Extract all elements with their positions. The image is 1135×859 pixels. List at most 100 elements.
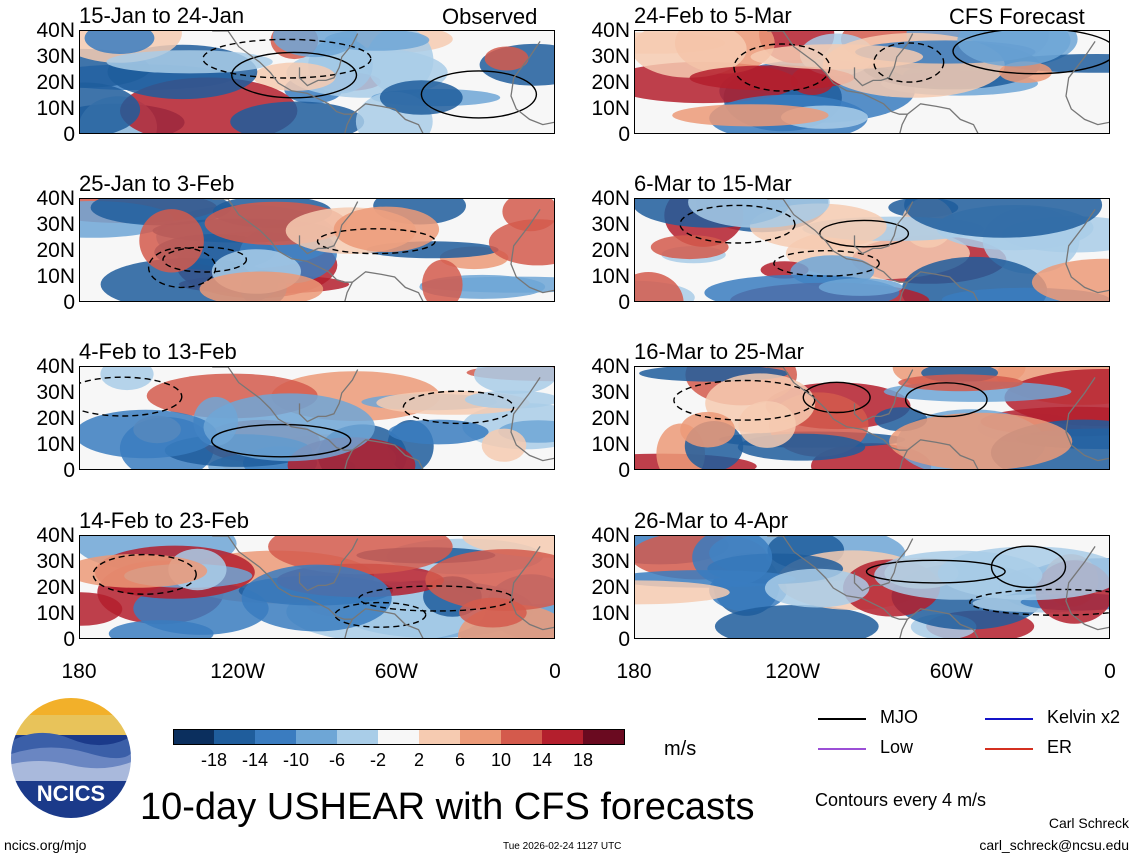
colorbar-label: 10 xyxy=(490,750,512,770)
y-tick-label: 20N xyxy=(36,239,75,262)
y-tick-label: 10N xyxy=(591,265,630,288)
legend-line xyxy=(818,718,866,720)
y-tick-label: 10N xyxy=(36,265,75,288)
colorbar-swatch xyxy=(296,729,338,745)
colorbar-swatch xyxy=(501,729,543,745)
y-tick-label: 40N xyxy=(591,355,630,378)
shading-field xyxy=(635,536,1109,638)
panel-date-range: 16-Mar to 25-Mar xyxy=(634,339,804,364)
colorbar-swatch xyxy=(460,729,502,745)
y-tick-label: 30N xyxy=(591,550,630,573)
colorbar-swatch xyxy=(173,729,215,745)
footer-timestamp: Tue 2026-02-24 1127 UTC xyxy=(503,841,622,852)
panel-date-range: 4-Feb to 13-Feb xyxy=(79,339,237,364)
y-tick-label: 0 xyxy=(63,123,75,146)
y-tick-label: 10N xyxy=(591,602,630,625)
map-panel xyxy=(79,30,555,134)
panel-date-range: 6-Mar to 15-Mar xyxy=(634,171,792,196)
colorbar-swatch xyxy=(419,729,461,745)
colorbar-label: -14 xyxy=(241,750,269,770)
y-tick-label: 20N xyxy=(591,239,630,262)
x-tick-label: 120W xyxy=(210,660,266,683)
y-tick-label: 30N xyxy=(36,213,75,236)
x-tick-label: 60W xyxy=(374,660,418,683)
y-tick-label: 40N xyxy=(36,355,75,378)
map-panel xyxy=(79,535,555,639)
y-tick-label: 0 xyxy=(618,459,630,482)
map-panel xyxy=(634,30,1110,134)
map-panel xyxy=(79,366,555,470)
x-tick-label: 180 xyxy=(616,660,652,683)
colorbar-label: -10 xyxy=(282,750,310,770)
legend-label: ER xyxy=(1047,737,1073,757)
y-tick-label: 20N xyxy=(36,407,75,430)
colorbar-label: 2 xyxy=(413,750,425,770)
y-tick-label: 0 xyxy=(63,459,75,482)
colorbar-swatch xyxy=(337,729,379,745)
y-tick-label: 0 xyxy=(63,628,75,651)
legend-label: Low xyxy=(880,737,914,757)
y-tick-label: 30N xyxy=(36,550,75,573)
x-tick-label: 60W xyxy=(929,660,973,683)
x-tick-label: 0 xyxy=(1104,660,1116,683)
y-tick-label: 40N xyxy=(591,19,630,42)
legend-label: MJO xyxy=(880,707,918,727)
panel-date-range: 15-Jan to 24-Jan xyxy=(79,3,245,28)
shading-field xyxy=(80,199,554,301)
y-tick-label: 30N xyxy=(591,213,630,236)
panel-date-range: 14-Feb to 23-Feb xyxy=(79,508,249,533)
colorbar-swatch xyxy=(583,729,625,745)
colorbar-label: -18 xyxy=(200,750,228,770)
colorbar-swatch xyxy=(542,729,584,745)
map-panel xyxy=(634,198,1110,302)
ncics-logo: NCICS xyxy=(8,695,134,821)
panel-date-range: 24-Feb to 5-Mar xyxy=(634,3,792,28)
shading-field xyxy=(80,536,554,638)
y-tick-label: 10N xyxy=(591,97,630,120)
y-tick-label: 30N xyxy=(591,45,630,68)
y-tick-label: 40N xyxy=(36,187,75,210)
x-tick-label: 120W xyxy=(765,660,821,683)
y-tick-label: 40N xyxy=(36,19,75,42)
legend-line xyxy=(985,718,1033,720)
y-tick-label: 40N xyxy=(591,524,630,547)
observed-label: Observed xyxy=(442,4,538,29)
x-tick-label: 0 xyxy=(549,660,561,683)
y-tick-label: 30N xyxy=(36,45,75,68)
map-panel xyxy=(634,366,1110,470)
colorbar-label: -2 xyxy=(369,750,387,770)
footer-author: Carl Schreck xyxy=(1048,815,1129,831)
y-tick-label: 20N xyxy=(36,71,75,94)
colorbar-swatch xyxy=(255,729,297,745)
colorbar-label: -6 xyxy=(328,750,346,770)
legend-line xyxy=(985,748,1033,750)
y-tick-label: 0 xyxy=(618,123,630,146)
colorbar-label: 14 xyxy=(531,750,553,770)
legend-label: Kelvin x2 xyxy=(1047,707,1121,727)
y-tick-label: 0 xyxy=(63,291,75,314)
shading-field xyxy=(80,367,554,469)
colorbar-label: 18 xyxy=(572,750,594,770)
panel-date-range: 25-Jan to 3-Feb xyxy=(79,171,235,196)
y-tick-label: 30N xyxy=(36,381,75,404)
shading-field xyxy=(80,31,554,133)
footer-email: carl_schreck@ncsu.edu xyxy=(979,837,1129,853)
footer-url: ncics.org/mjo xyxy=(4,837,87,853)
colorbar-label: 6 xyxy=(454,750,466,770)
contour-note: Contours every 4 m/s xyxy=(815,790,987,810)
y-tick-label: 40N xyxy=(591,187,630,210)
logo-text: NCICS xyxy=(37,781,105,806)
forecast-label: CFS Forecast xyxy=(949,4,1085,29)
y-tick-label: 20N xyxy=(591,576,630,599)
y-tick-label: 40N xyxy=(36,524,75,547)
map-panel xyxy=(634,535,1110,639)
y-tick-label: 0 xyxy=(618,628,630,651)
y-tick-label: 10N xyxy=(36,433,75,456)
x-tick-label: 180 xyxy=(61,660,97,683)
y-tick-label: 10N xyxy=(591,433,630,456)
y-tick-label: 20N xyxy=(591,71,630,94)
chart-title: 10-day USHEAR with CFS forecasts xyxy=(140,786,755,828)
y-tick-label: 30N xyxy=(591,381,630,404)
colorbar-swatch xyxy=(378,729,420,745)
shading-field xyxy=(635,31,1109,133)
